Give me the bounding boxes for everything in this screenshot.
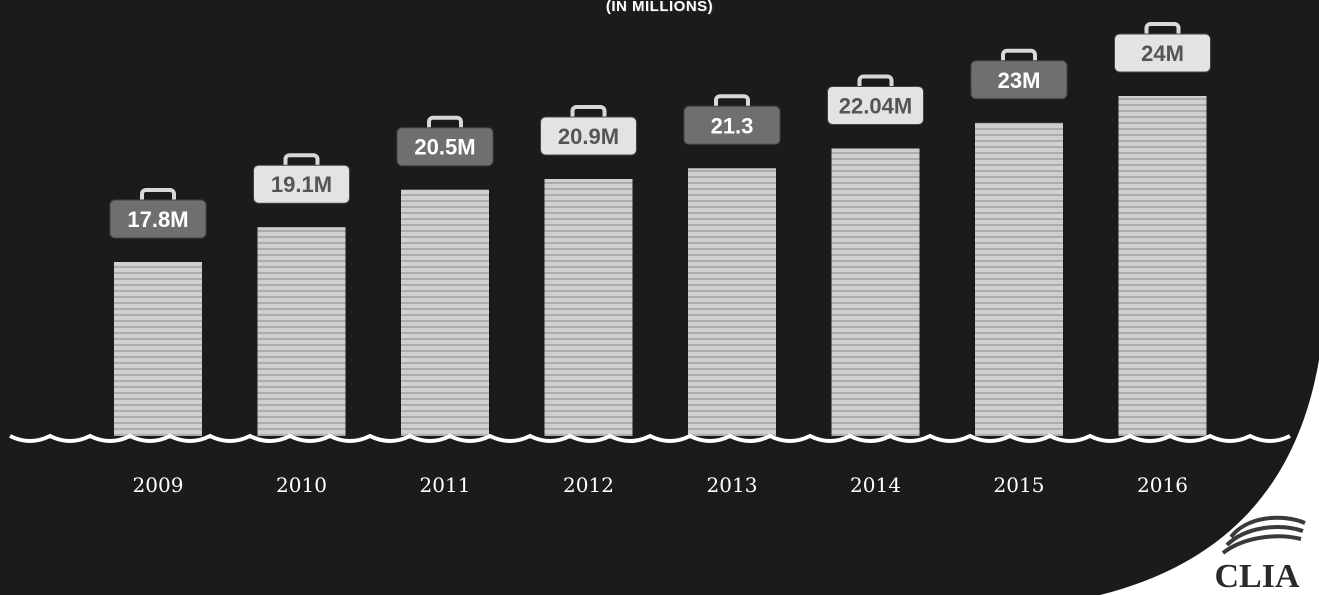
- x-tick-label-2014: 2014: [850, 473, 901, 497]
- data-label-2011: 20.5M: [414, 135, 475, 160]
- suitcase-label-2016: [1114, 33, 1211, 73]
- data-label-2014: 22.04M: [839, 93, 912, 118]
- bar-2014: [831, 148, 920, 436]
- labels-layer: 17.8M 2009 19.1M 2010 20.5M 2011 20.9M 2012 21.3…: [127, 41, 1188, 497]
- clia-logo: CLIA: [1201, 515, 1313, 593]
- data-label-2009: 17.8M: [127, 207, 188, 232]
- bar-2012: [544, 179, 633, 436]
- x-tick-label-2012: 2012: [563, 473, 614, 497]
- suitcase-label-2010: [253, 164, 350, 204]
- x-tick-label-2016: 2016: [1137, 473, 1188, 497]
- x-tick-label-2013: 2013: [707, 473, 758, 497]
- suitcase-label-2012: [540, 116, 637, 156]
- bar-2009: [114, 262, 202, 436]
- data-label-2013: 21.3: [711, 113, 754, 138]
- x-tick-label-2015: 2015: [994, 473, 1045, 497]
- bar-2016: [1118, 96, 1207, 436]
- bar-2013: [688, 168, 776, 436]
- suitcase-label-2009: [109, 199, 207, 239]
- data-label-2010: 19.1M: [271, 172, 332, 197]
- water-wave-line: [9, 433, 1291, 443]
- x-tick-label-2011: 2011: [420, 473, 471, 497]
- chart-subtitle: (IN MILLIONS): [605, 0, 714, 15]
- x-tick-label-2010: 2010: [276, 473, 327, 497]
- bar-2011: [401, 189, 489, 436]
- suitcase-label-2015: [970, 60, 1068, 100]
- data-label-2015: 23M: [998, 68, 1041, 93]
- bar-2015: [975, 122, 1063, 436]
- suitcase-label-2013: [683, 105, 781, 145]
- bars-layer: [109, 22, 1211, 436]
- svg-text:CLIA: CLIA: [1214, 558, 1299, 593]
- suitcase-label-2011: [396, 127, 494, 167]
- data-label-2016: 24M: [1141, 41, 1184, 66]
- x-tick-label-2009: 2009: [133, 473, 184, 497]
- suitcase-label-2014: [827, 85, 924, 125]
- data-label-2012: 20.9M: [558, 124, 619, 149]
- bar-2010: [257, 227, 346, 436]
